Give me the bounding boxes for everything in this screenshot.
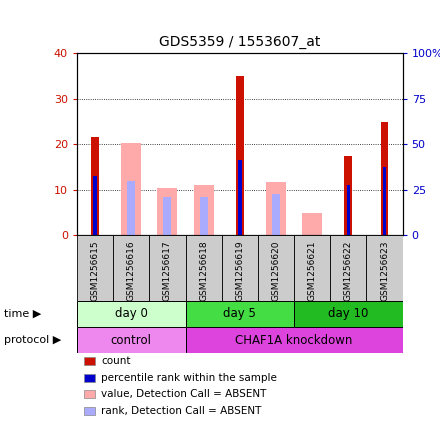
Bar [77, 235, 113, 301]
Text: GSM1256617: GSM1256617 [163, 240, 172, 301]
Bar [302, 213, 322, 235]
Bar [294, 301, 403, 327]
Text: value, Detection Call = ABSENT: value, Detection Call = ABSENT [102, 389, 267, 399]
Text: rank, Detection Call = ABSENT: rank, Detection Call = ABSENT [102, 406, 262, 415]
Text: GSM1256623: GSM1256623 [380, 240, 389, 301]
Bar [113, 235, 149, 301]
Bar [186, 301, 294, 327]
Text: CHAF1A knockdown: CHAF1A knockdown [235, 334, 353, 346]
Bar [367, 235, 403, 301]
Text: day 10: day 10 [328, 308, 369, 320]
Bar [164, 197, 172, 235]
Bar [347, 185, 350, 235]
Bar [266, 181, 286, 235]
Bar [238, 160, 242, 235]
Bar [186, 235, 222, 301]
Bar [121, 143, 141, 235]
Text: GSM1256619: GSM1256619 [235, 240, 244, 301]
Bar [149, 235, 186, 301]
Text: GSM1256615: GSM1256615 [91, 240, 99, 301]
Text: protocol ▶: protocol ▶ [4, 335, 62, 345]
Bar [93, 176, 97, 235]
Text: GSM1256621: GSM1256621 [308, 240, 317, 301]
Bar [84, 407, 95, 415]
Text: percentile rank within the sample: percentile rank within the sample [102, 373, 277, 383]
Bar [186, 327, 403, 353]
Bar [272, 194, 280, 235]
Bar [158, 188, 177, 235]
Bar [381, 121, 389, 235]
Bar [91, 137, 99, 235]
Text: day 0: day 0 [115, 308, 148, 320]
Text: time ▶: time ▶ [4, 309, 42, 319]
Bar [345, 156, 352, 235]
Bar [222, 235, 258, 301]
Bar [84, 390, 95, 398]
Text: day 5: day 5 [224, 308, 256, 320]
Bar [200, 197, 208, 235]
Text: GSM1256620: GSM1256620 [271, 240, 280, 301]
Bar [236, 76, 244, 235]
Bar [383, 167, 386, 235]
Title: GDS5359 / 1553607_at: GDS5359 / 1553607_at [159, 36, 320, 49]
Text: count: count [102, 357, 131, 366]
Bar [330, 235, 367, 301]
Text: GSM1256618: GSM1256618 [199, 240, 208, 301]
Text: control: control [111, 334, 152, 346]
Text: GSM1256622: GSM1256622 [344, 240, 353, 301]
Text: GSM1256616: GSM1256616 [127, 240, 136, 301]
Bar [77, 327, 186, 353]
Bar [84, 357, 95, 365]
Bar [294, 235, 330, 301]
Bar [258, 235, 294, 301]
Bar [127, 181, 135, 235]
Bar [77, 301, 186, 327]
Bar [84, 374, 95, 382]
Bar [194, 185, 213, 235]
